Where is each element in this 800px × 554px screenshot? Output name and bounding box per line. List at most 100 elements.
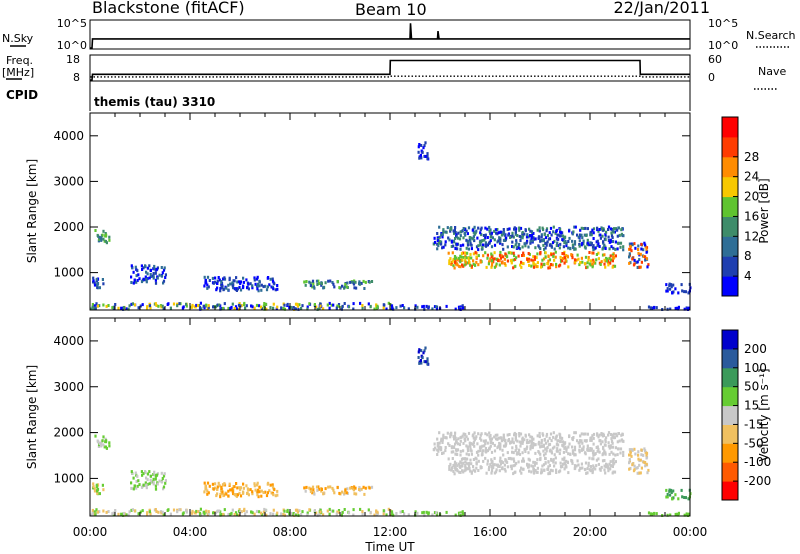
- echo-cell: [514, 243, 517, 247]
- echo-cell: [313, 509, 316, 512]
- echo-cell: [545, 449, 548, 453]
- echo-cell: [331, 486, 334, 490]
- echo-cell: [532, 460, 535, 464]
- echo-cell: [563, 241, 566, 245]
- echo-cell: [463, 437, 466, 441]
- echo-cell: [332, 509, 335, 513]
- echo-cell: [647, 305, 651, 309]
- echo-cell: [161, 510, 164, 514]
- echo-cell: [132, 281, 135, 285]
- echo-cell: [544, 255, 547, 259]
- echo-cell: [602, 240, 605, 244]
- echo-cell: [449, 257, 452, 261]
- echo-cell: [465, 246, 468, 250]
- echo-cell: [149, 269, 152, 272]
- echo-cell: [303, 486, 306, 490]
- echo-cell: [495, 463, 498, 467]
- echo-cell: [328, 507, 331, 511]
- echo-cell: [536, 434, 539, 438]
- echo-cell: [585, 234, 588, 237]
- echo-cell: [375, 306, 378, 310]
- echo-cell: [490, 469, 494, 473]
- echo-cell: [512, 451, 515, 455]
- echo-cell: [481, 444, 484, 448]
- echo-cell: [459, 439, 462, 443]
- echo-cell: [313, 303, 316, 306]
- echo-cell: [611, 441, 614, 445]
- echo-cell: [550, 233, 553, 237]
- echo-cell: [530, 470, 533, 474]
- echo-cell: [264, 490, 267, 494]
- echo-cell: [533, 463, 536, 467]
- echo-cell: [574, 466, 577, 470]
- echo-cell: [544, 242, 547, 245]
- echo-cell: [255, 303, 259, 307]
- echo-cell: [532, 437, 535, 441]
- echo-cell: [258, 284, 261, 288]
- echo-cell: [95, 277, 98, 281]
- echo-cell: [198, 511, 202, 515]
- echo-cell: [153, 264, 156, 268]
- echo-cell: [300, 306, 303, 310]
- echo-cell: [328, 306, 331, 310]
- echo-cell: [484, 442, 487, 446]
- echo-cell: [229, 512, 232, 516]
- echo-cell: [576, 439, 579, 443]
- echo-cell: [358, 282, 361, 286]
- echo-cell: [489, 231, 492, 235]
- echo-cell: [590, 447, 593, 451]
- echo-cell: [420, 349, 423, 353]
- echo-cell: [319, 302, 322, 306]
- echo-cell: [146, 482, 149, 486]
- echo-cell: [326, 509, 329, 513]
- echo-cell: [481, 451, 484, 455]
- echo-cell: [130, 275, 133, 279]
- echo-cell: [264, 284, 267, 288]
- echo-cell: [493, 463, 496, 467]
- echo-cell: [421, 150, 424, 154]
- echo-cell: [222, 494, 225, 498]
- echo-cell: [628, 467, 631, 471]
- echo-cell: [160, 266, 163, 269]
- cpid-value: themis (tau) 3310: [94, 95, 215, 109]
- echo-cell: [306, 307, 309, 311]
- echo-cell: [527, 245, 530, 249]
- echo-cell: [146, 511, 149, 515]
- echo-cell: [532, 468, 535, 472]
- echo-cell: [101, 483, 104, 487]
- echo-cell: [524, 450, 527, 453]
- echo-cell: [529, 241, 532, 245]
- echo-cell: [515, 256, 518, 260]
- freq-left-tick-bottom: 8: [73, 71, 80, 84]
- echo-cell: [257, 289, 260, 293]
- echo-cell: [235, 493, 238, 496]
- echo-cell: [572, 451, 575, 455]
- echo-cell: [444, 240, 447, 244]
- velocity-colorbar-segment: [722, 424, 738, 444]
- echo-cell: [437, 449, 440, 453]
- echo-cell: [235, 276, 238, 280]
- echo-cell: [269, 483, 272, 487]
- echo-cell: [283, 303, 286, 307]
- echo-cell: [521, 451, 524, 455]
- echo-cell: [490, 263, 494, 267]
- echo-cell: [578, 243, 581, 246]
- echo-cell: [92, 279, 95, 283]
- echo-cell: [462, 227, 465, 230]
- echo-cell: [448, 467, 451, 471]
- echo-cell: [452, 239, 455, 243]
- echo-cell: [567, 452, 570, 456]
- echo-cell: [471, 228, 474, 232]
- echo-cell: [499, 436, 502, 440]
- echo-cell: [283, 509, 286, 513]
- echo-cell: [414, 304, 417, 308]
- echo-cell: [294, 513, 298, 517]
- echo-cell: [683, 513, 686, 517]
- echo-cell: [565, 449, 568, 453]
- echo-cell: [545, 227, 549, 231]
- echo-cell: [505, 236, 508, 240]
- echo-cell: [515, 444, 518, 448]
- echo-cell: [309, 490, 312, 493]
- echo-cell: [518, 452, 522, 456]
